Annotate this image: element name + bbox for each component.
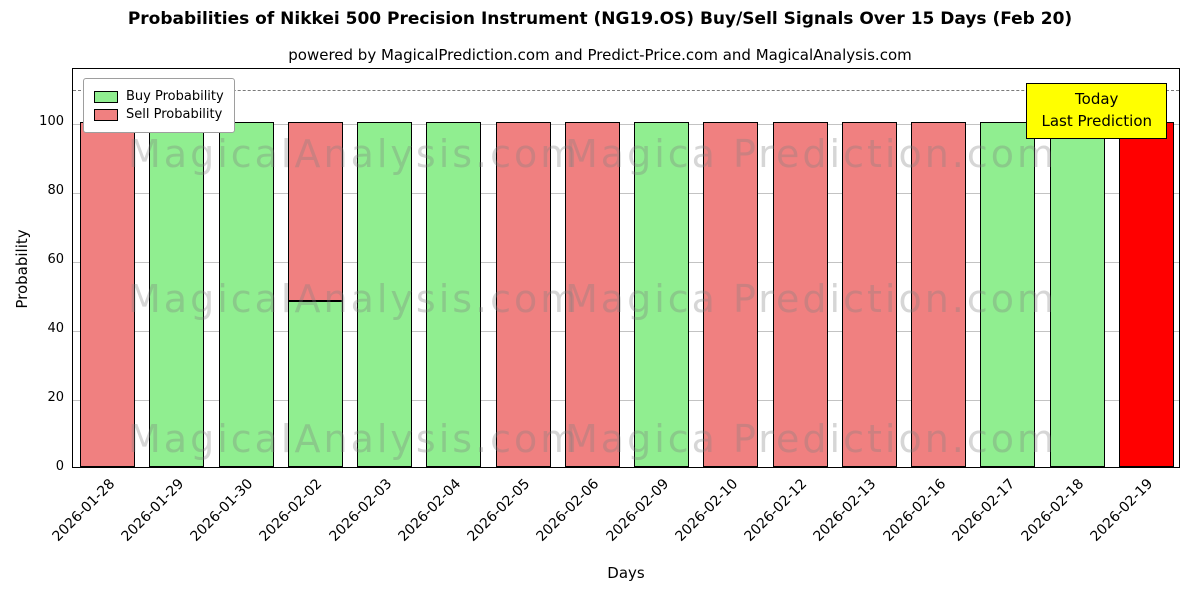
bar-2026-02-18 [1049, 122, 1105, 467]
bar-2026-02-05 [495, 122, 551, 467]
bar-segment-sell [495, 122, 551, 467]
x-axis-label: Days [607, 564, 645, 582]
bar-2026-01-28 [80, 122, 136, 467]
bar-2026-02-09 [634, 122, 690, 467]
bar-segment-buy [980, 122, 1036, 467]
watermark-text: MagicalAnalysis.com [128, 132, 581, 176]
bar-segment-buy [357, 122, 413, 467]
gridline-y100 [73, 124, 1179, 126]
chart-title: Probabilities of Nikkei 500 Precision In… [127, 9, 1073, 29]
bar-segment-sell [564, 122, 620, 467]
sell-color-swatch [94, 108, 118, 121]
y-axis-label: Probability [13, 229, 31, 309]
bar-segment-buy [287, 301, 343, 467]
watermark-text: MagicalAnalysis.com [128, 277, 581, 321]
bar-segment-sell [80, 122, 136, 467]
bar-segment-sell [287, 122, 343, 302]
y-tick-label: 20 [47, 390, 64, 406]
bar-segment-buy [1049, 122, 1105, 467]
today-annotation-line1: Today [1075, 90, 1119, 108]
bar-segment-buy [634, 122, 690, 467]
legend-item-sell: Sell Probability [94, 107, 224, 122]
bar-segment-sell [703, 122, 759, 467]
bar-segment-buy [218, 122, 274, 467]
today-annotation: Today Last Prediction [1026, 83, 1167, 139]
gridline-y40 [73, 331, 1179, 333]
chart-subtitle: powered by MagicalPrediction.com and Pre… [288, 46, 912, 64]
bar-2026-02-17 [980, 122, 1036, 467]
bar-2026-02-06 [564, 122, 620, 467]
bar-2026-02-04 [426, 122, 482, 467]
bar-2026-02-03 [357, 122, 413, 467]
legend-item-buy: Buy Probability [94, 89, 224, 104]
legend-label-sell: Sell Probability [126, 107, 223, 122]
buy-color-swatch [94, 90, 118, 103]
bar-segment-buy [426, 122, 482, 467]
watermark-text: Magica Prediction.com [565, 277, 1058, 321]
today-annotation-line2: Last Prediction [1041, 111, 1152, 130]
y-tick-label: 100 [39, 114, 64, 130]
gridline-y20 [73, 400, 1179, 402]
bar-2026-02-12 [772, 122, 828, 467]
bar-2026-02-19 [1118, 122, 1174, 467]
bar-segment-sell [772, 122, 828, 467]
bar-segment-today [1118, 122, 1174, 467]
gridline-y80 [73, 193, 1179, 195]
bar-2026-02-16 [911, 122, 967, 467]
gridline-y60 [73, 262, 1179, 264]
watermark-text: Magica Prediction.com [565, 132, 1058, 176]
bar-2026-02-13 [841, 122, 897, 467]
y-tick-label: 60 [47, 252, 64, 268]
bar-2026-01-30 [218, 122, 274, 467]
bar-segment-sell [841, 122, 897, 467]
bar-segment-buy [149, 122, 205, 467]
bar-2026-02-02 [287, 122, 343, 467]
threshold-dashed-line [73, 89, 1179, 91]
watermark-text: Magica Prediction.com [565, 417, 1058, 461]
legend: Buy Probability Sell Probability [83, 78, 235, 133]
bar-segment-sell [911, 122, 967, 467]
bar-2026-01-29 [149, 122, 205, 467]
legend-label-buy: Buy Probability [126, 89, 224, 104]
y-tick-label: 40 [47, 321, 64, 337]
y-tick-label: 80 [47, 183, 64, 199]
y-tick-label: 0 [55, 459, 64, 474]
bar-2026-02-10 [703, 122, 759, 467]
plot-area: Buy Probability Sell Probability Today L… [72, 68, 1180, 468]
watermark-text: MagicalAnalysis.com [128, 417, 581, 461]
